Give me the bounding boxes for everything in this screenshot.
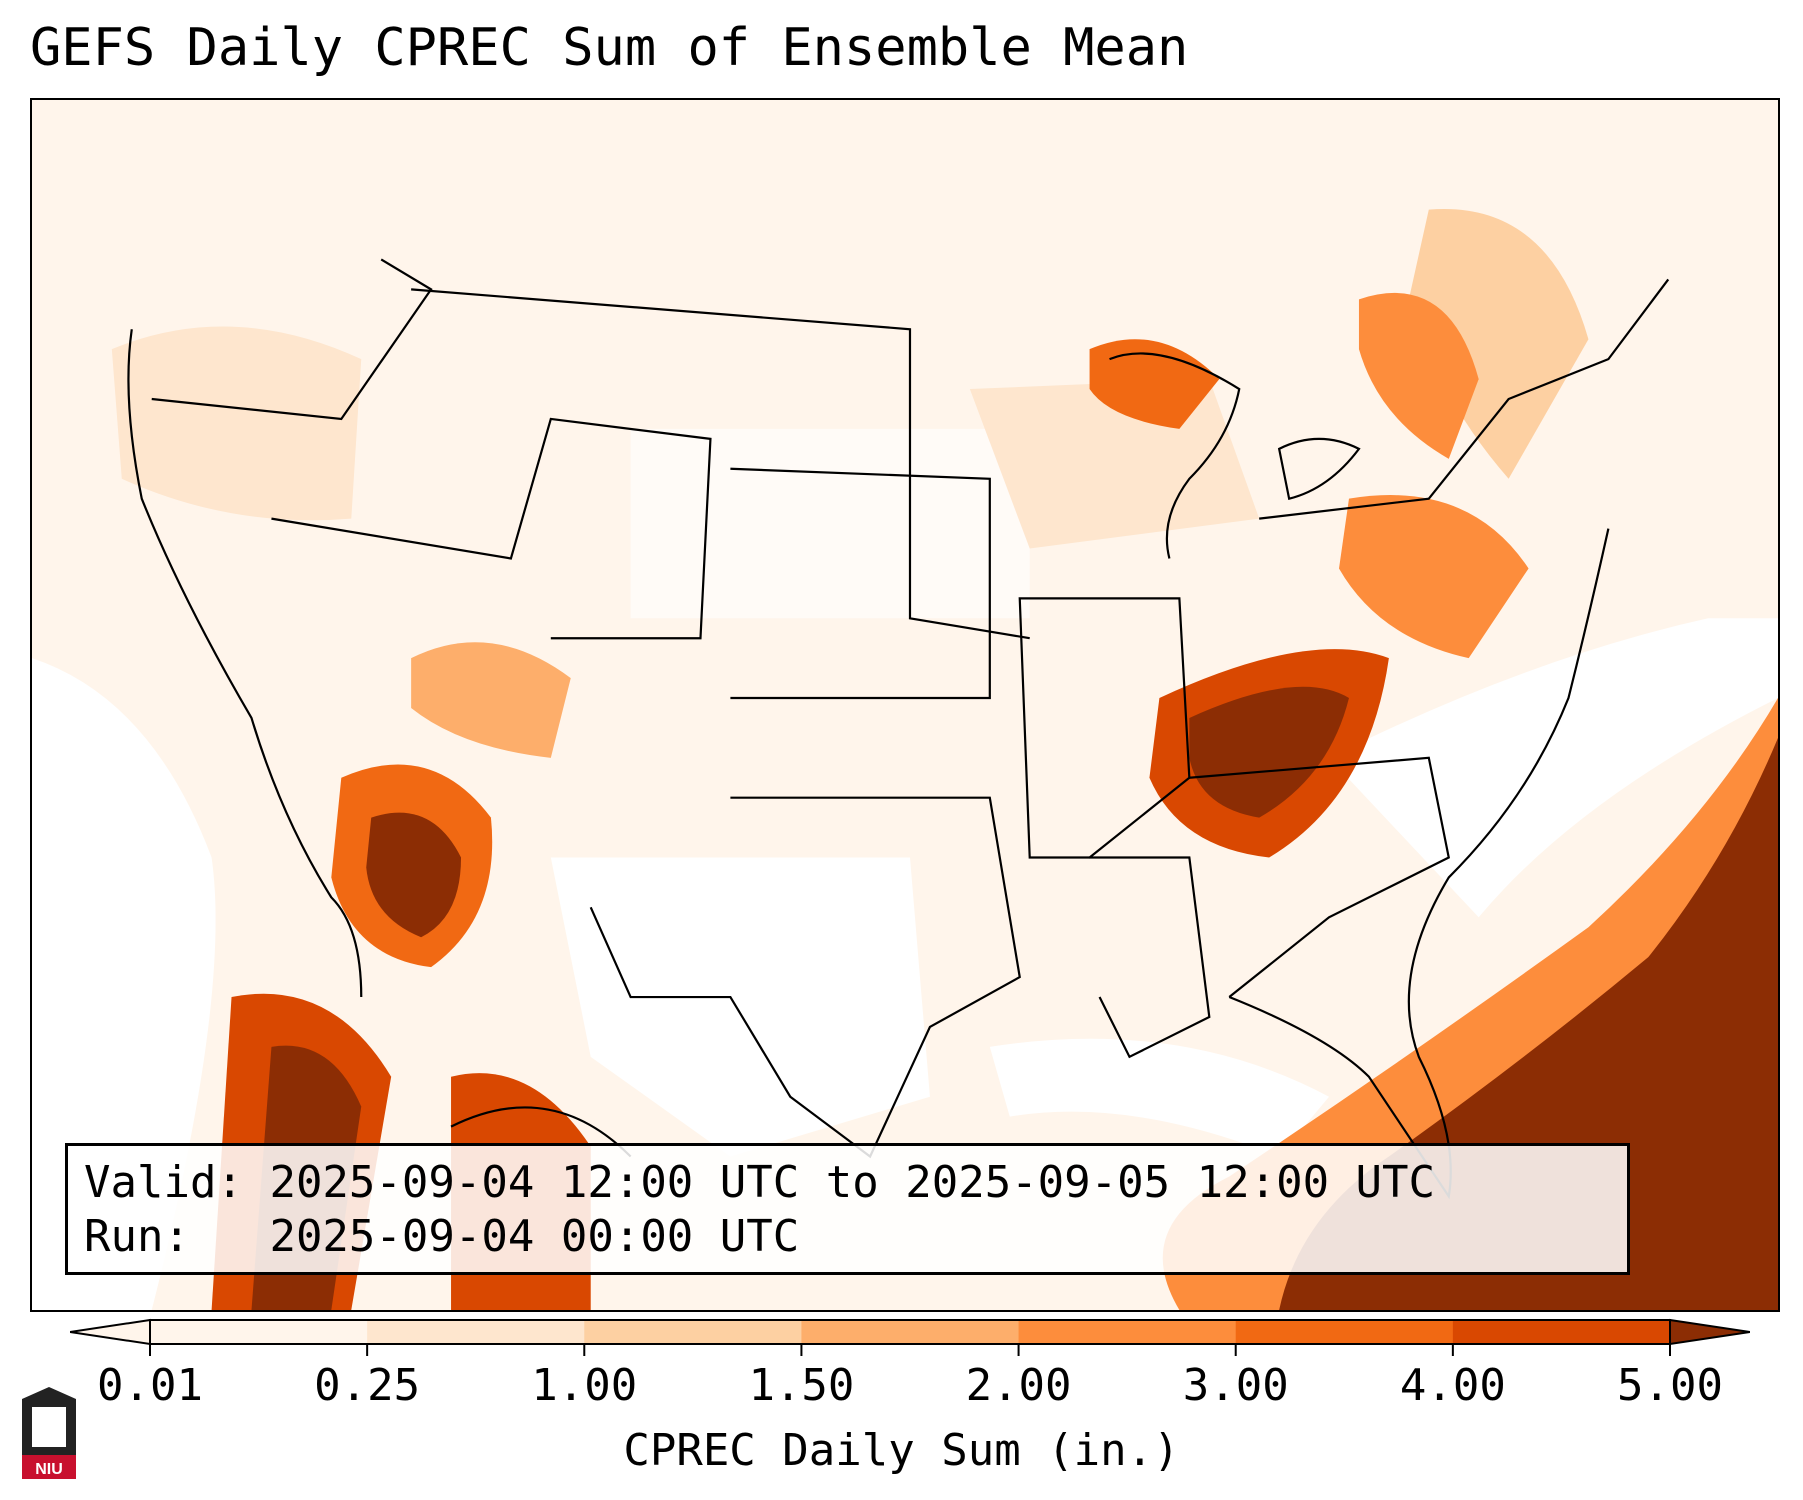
plains-clear-area bbox=[630, 428, 1030, 619]
new-york-moderate-precip bbox=[1358, 292, 1479, 459]
west-coastline bbox=[127, 329, 363, 998]
colorbar-segment bbox=[1018, 1320, 1237, 1344]
map-title: GEFS Daily CPREC Sum of Ensemble Mean bbox=[30, 18, 1189, 78]
northern-plains-boundaries bbox=[411, 288, 1030, 640]
pacific-northwest-light-precip bbox=[111, 326, 362, 521]
logo-building bbox=[32, 1407, 66, 1447]
colorbar-extend-low bbox=[69, 1318, 151, 1346]
valid-run-info-box: Valid: 2025-09-04 12:00 UTC to 2025-09-0… bbox=[65, 1143, 1630, 1275]
run-label: Run: bbox=[84, 1211, 190, 1262]
central-plains-boundaries bbox=[730, 467, 991, 700]
colorbar-segment bbox=[1235, 1320, 1454, 1344]
colorbar-extend-high bbox=[1669, 1318, 1751, 1346]
precip-map-canvas bbox=[32, 100, 1778, 1310]
colorbar-tick-label: 4.00 bbox=[1399, 1360, 1506, 1411]
colorbar-label: CPREC Daily Sum (in.) bbox=[623, 1425, 1180, 1476]
colorbar-segment bbox=[367, 1320, 585, 1344]
colorbar bbox=[69, 1310, 1751, 1370]
gulf-clear-area bbox=[989, 1038, 1330, 1157]
colorbar-outline bbox=[149, 1319, 1671, 1345]
valid-label: Valid: bbox=[84, 1157, 243, 1208]
colorbar-tick-label: 3.00 bbox=[1182, 1360, 1289, 1411]
mississippi-boundary bbox=[1089, 856, 1211, 1059]
southeast-coastline bbox=[1228, 528, 1610, 1200]
valid-row: Valid: 2025-09-04 12:00 UTC to 2025-09-0… bbox=[84, 1156, 1627, 1210]
northeast-boundaries bbox=[1259, 278, 1670, 520]
run-row: Run: 2025-09-04 00:00 UTC bbox=[84, 1210, 1627, 1264]
tennessee-carolina-boundaries bbox=[1189, 756, 1450, 998]
atlantic-clear-area bbox=[1329, 618, 1778, 918]
colorbar-svg bbox=[69, 1318, 1751, 1356]
niu-logo-icon: NIU bbox=[22, 1387, 76, 1479]
run-value: 2025-09-04 00:00 UTC bbox=[269, 1211, 800, 1262]
colorbar-segment bbox=[1452, 1320, 1671, 1344]
new-england-light-precip bbox=[1408, 208, 1589, 479]
logo-banner bbox=[22, 1455, 76, 1479]
nevada-utah-boundaries bbox=[271, 417, 712, 640]
niu-logo: NIU bbox=[20, 1385, 78, 1483]
logo-text: NIU bbox=[35, 1461, 63, 1478]
colorbar-tick-label: 5.00 bbox=[1617, 1360, 1723, 1411]
colorbar-segment bbox=[150, 1320, 368, 1344]
colorbar-tick-label: 1.50 bbox=[748, 1360, 855, 1411]
precip-map bbox=[30, 98, 1780, 1312]
lake-michigan-shoreline bbox=[1109, 352, 1241, 559]
ohio-valley-heavy-precip-core bbox=[1189, 686, 1349, 818]
colorbar-tick-label: 2.00 bbox=[965, 1360, 1072, 1411]
pennsylvania-moderate-precip bbox=[1339, 495, 1529, 659]
colorbar-segment bbox=[584, 1320, 802, 1344]
valid-value: 2025-09-04 12:00 UTC to 2025-09-05 12:00… bbox=[269, 1157, 1436, 1208]
mexico-boundary bbox=[450, 1106, 632, 1158]
colorbar-segment bbox=[801, 1320, 1020, 1344]
arizona-heavy-precip-core bbox=[366, 812, 462, 938]
missouri-boundary bbox=[1018, 597, 1191, 859]
utah-colorado-moderate-precip bbox=[411, 642, 571, 758]
colorbar-tick-label: 0.01 bbox=[97, 1360, 203, 1411]
lake-erie-shoreline bbox=[1277, 437, 1361, 501]
great-lakes-light-precip bbox=[969, 379, 1260, 549]
colorbar-tick-label: 0.25 bbox=[314, 1360, 421, 1411]
texas-clear-area bbox=[550, 857, 930, 1157]
oregon-boundary bbox=[151, 258, 433, 421]
colorbar-tick-label: 1.00 bbox=[531, 1360, 638, 1411]
